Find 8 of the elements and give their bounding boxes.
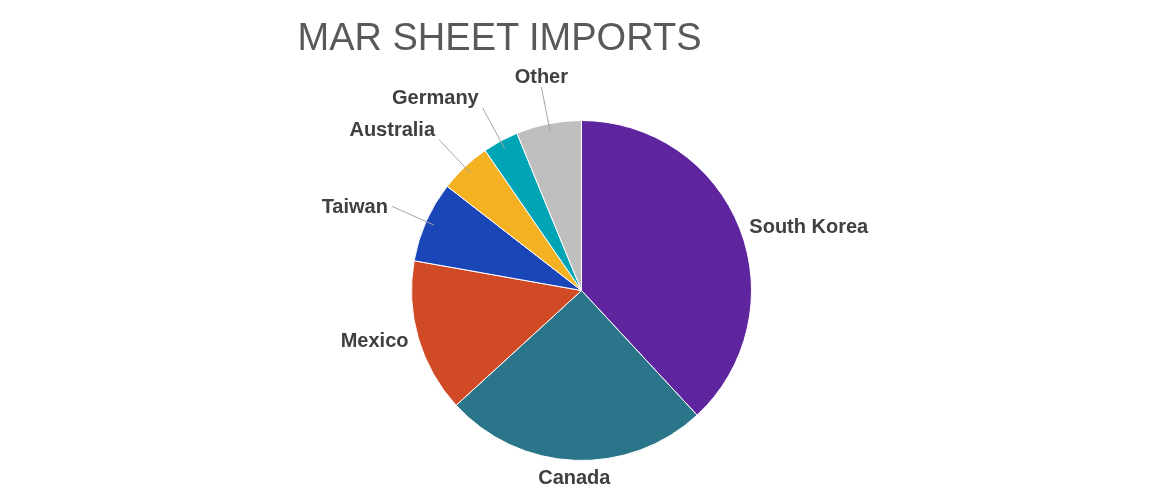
slice-label: Mexico xyxy=(340,328,409,351)
slice-label: Australia xyxy=(349,117,436,140)
slice-label: Other xyxy=(514,65,569,88)
slice-label: Canada xyxy=(538,466,612,488)
slice-label: Germany xyxy=(392,86,480,109)
slice-label: South Korea xyxy=(749,215,870,238)
slice-label: Taiwan xyxy=(321,195,388,218)
chart-title: MAR SHEET IMPORTS xyxy=(297,15,702,58)
